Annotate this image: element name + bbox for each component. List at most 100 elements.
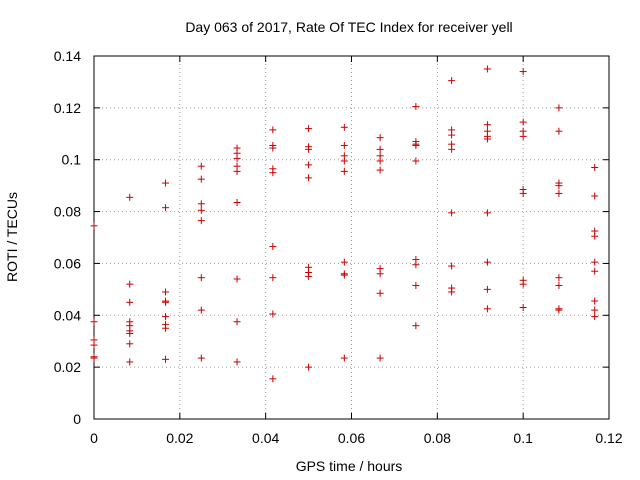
y-tick-label: 0: [73, 411, 81, 427]
data-point: [340, 157, 348, 165]
data-point: [340, 123, 348, 131]
data-point: [483, 305, 491, 313]
data-point: [591, 258, 599, 266]
data-point: [483, 209, 491, 217]
data-point: [233, 167, 241, 175]
data-point: [126, 298, 134, 306]
data-point: [448, 77, 456, 85]
data-point: [519, 68, 527, 76]
data-point: [90, 341, 98, 349]
data-point: [555, 274, 563, 282]
data-point: [197, 306, 205, 314]
axis-ticks: [93, 55, 610, 420]
x-tick-label: 0.04: [252, 430, 279, 446]
y-tick-label: 0.02: [54, 359, 81, 375]
x-tick-label: 0.06: [338, 430, 365, 446]
x-tick-labels: 0 0.02 0.04 0.06 0.08 0.1 0.12: [90, 430, 623, 446]
data-point: [305, 272, 313, 280]
data-point: [340, 141, 348, 149]
data-point: [412, 261, 420, 269]
data-point: [412, 157, 420, 165]
data-point: [376, 157, 384, 165]
data-point: [233, 275, 241, 283]
x-axis-label: GPS time / hours: [296, 458, 403, 474]
data-point: [376, 166, 384, 174]
data-point: [555, 306, 563, 314]
data-point: [412, 103, 420, 111]
data-point: [269, 274, 277, 282]
data-point: [376, 354, 384, 362]
data-point: [519, 280, 527, 288]
data-point: [269, 375, 277, 383]
data-point: [555, 189, 563, 197]
data-point: [448, 209, 456, 217]
data-point: [197, 162, 205, 170]
data-point: [197, 175, 205, 183]
chart-title: Day 063 of 2017, Rate Of TEC Index for r…: [185, 19, 512, 35]
x-tick-label: 0.08: [424, 430, 451, 446]
data-point: [233, 154, 241, 162]
data-point: [197, 274, 205, 282]
data-point: [483, 258, 491, 266]
data-point: [162, 179, 170, 187]
data-point: [233, 318, 241, 326]
y-tick-label: 0.1: [62, 152, 82, 168]
data-point: [197, 200, 205, 208]
data-point: [519, 304, 527, 312]
x-tick-label: 0: [90, 430, 98, 446]
data-point: [162, 298, 170, 306]
data-point: [555, 127, 563, 135]
data-point: [90, 318, 98, 326]
data-point: [340, 271, 348, 279]
data-point: [197, 206, 205, 214]
data-point: [233, 358, 241, 366]
x-tick-label: 0.02: [166, 430, 193, 446]
data-point: [340, 167, 348, 175]
data-point: [448, 288, 456, 296]
data-point: [483, 121, 491, 129]
data-point: [591, 306, 599, 314]
data-point: [305, 363, 313, 371]
data-point: [591, 313, 599, 321]
data-point: [305, 161, 313, 169]
data-point: [269, 126, 277, 134]
data-point: [448, 131, 456, 139]
data-point: [269, 144, 277, 152]
data-point: [412, 322, 420, 330]
data-point: [483, 135, 491, 143]
data-point: [162, 288, 170, 296]
data-point: [519, 132, 527, 140]
data-point: [305, 145, 313, 153]
data-point: [555, 104, 563, 112]
data-point: [591, 267, 599, 275]
x-tick-label: 0.12: [595, 430, 622, 446]
y-tick-label: 0.06: [54, 255, 81, 271]
y-tick-label: 0.12: [54, 100, 81, 116]
data-point: [591, 163, 599, 171]
data-point: [448, 145, 456, 153]
data-point: [412, 281, 420, 289]
data-point: [412, 141, 420, 149]
data-point: [555, 182, 563, 190]
data-point: [162, 313, 170, 321]
data-point: [90, 354, 98, 362]
data-point: [162, 324, 170, 332]
data-point: [555, 281, 563, 289]
data-point: [591, 232, 599, 240]
data-point: [519, 118, 527, 126]
data-point: [126, 340, 134, 348]
y-axis-label: ROTI / TECUs: [4, 192, 20, 282]
y-tick-label: 0.04: [54, 307, 81, 323]
data-point: [591, 192, 599, 200]
grid: [94, 56, 609, 419]
y-tick-label: 0.14: [54, 48, 81, 64]
data-point: [90, 222, 98, 230]
data-point: [376, 145, 384, 153]
data-point: [233, 198, 241, 206]
data-point: [126, 193, 134, 201]
data-point: [197, 217, 205, 225]
data-point: [483, 285, 491, 293]
data-point: [162, 355, 170, 363]
data-point: [126, 329, 134, 337]
